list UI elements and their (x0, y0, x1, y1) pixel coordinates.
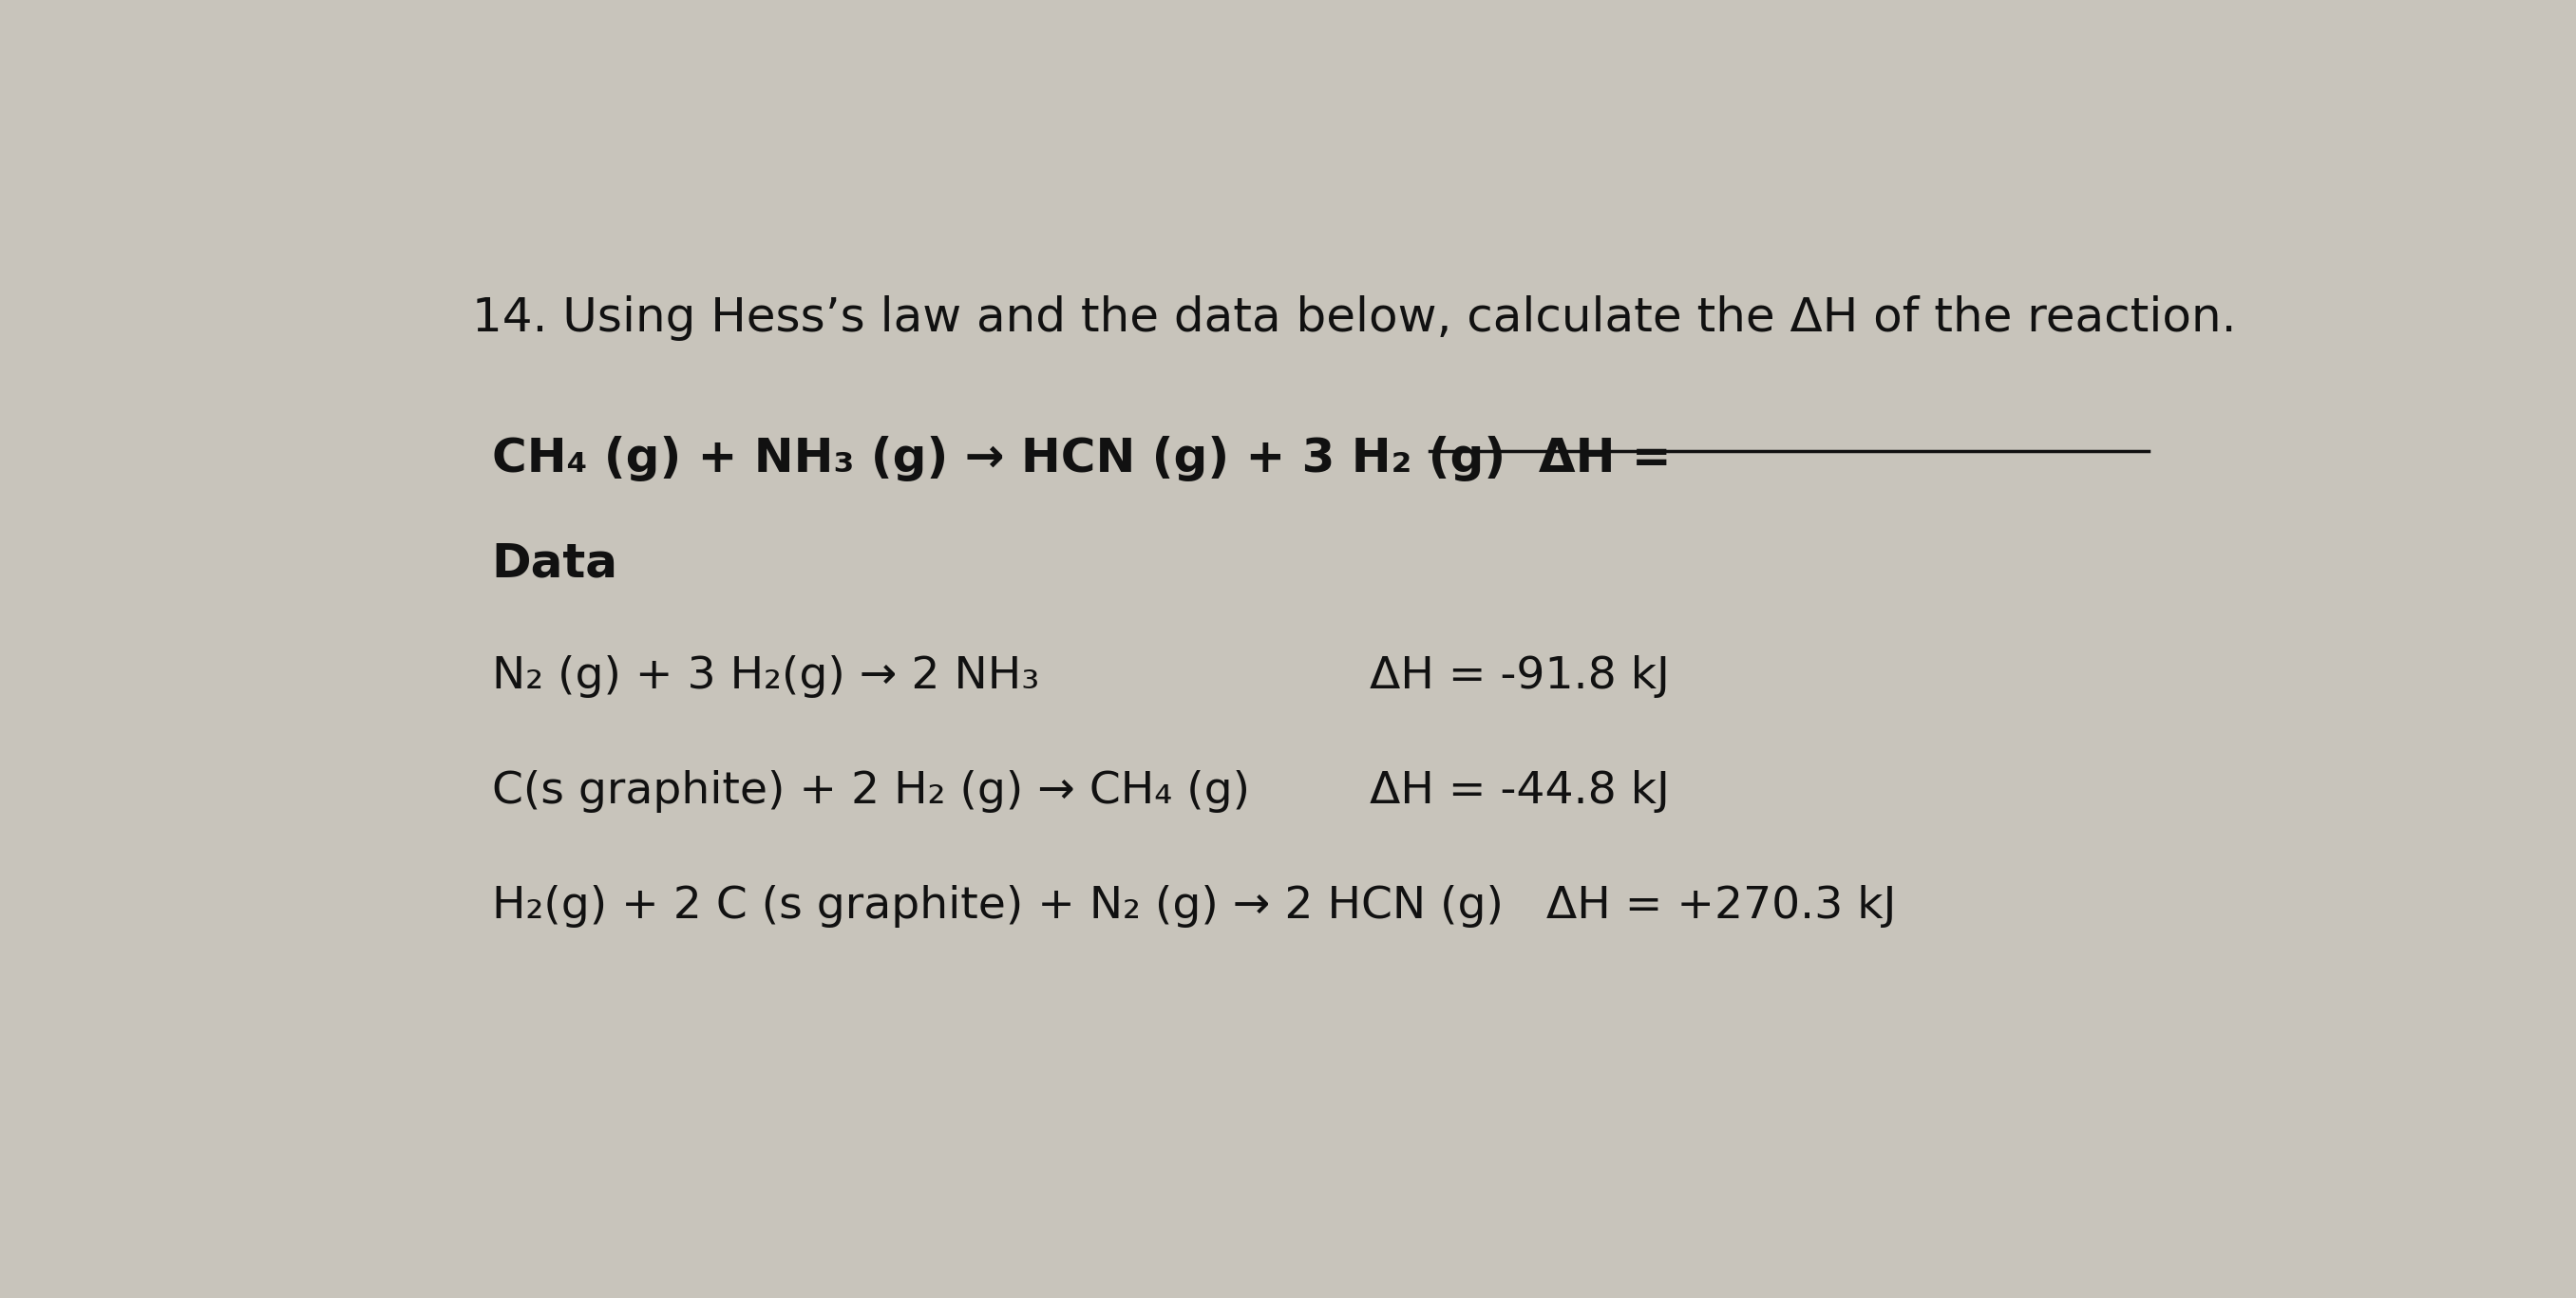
Text: H₂(g) + 2 C (s graphite) + N₂ (g) → 2 HCN (g)   ΔH = +270.3 kJ: H₂(g) + 2 C (s graphite) + N₂ (g) → 2 HC… (492, 885, 1896, 928)
Text: CH₄ (g) + NH₃ (g) → HCN (g) + 3 H₂ (g)  ΔH =: CH₄ (g) + NH₃ (g) → HCN (g) + 3 H₂ (g) Δ… (492, 436, 1687, 482)
Text: Data: Data (492, 540, 618, 587)
Text: ΔH = -44.8 kJ: ΔH = -44.8 kJ (1370, 771, 1669, 813)
Text: 14. Using Hess’s law and the data below, calculate the ΔH of the reaction.: 14. Using Hess’s law and the data below,… (471, 296, 2236, 341)
Text: ΔH = -91.8 kJ: ΔH = -91.8 kJ (1370, 655, 1669, 698)
Text: C(s graphite) + 2 H₂ (g) → CH₄ (g): C(s graphite) + 2 H₂ (g) → CH₄ (g) (492, 771, 1249, 813)
Text: N₂ (g) + 3 H₂(g) → 2 NH₃: N₂ (g) + 3 H₂(g) → 2 NH₃ (492, 655, 1038, 698)
